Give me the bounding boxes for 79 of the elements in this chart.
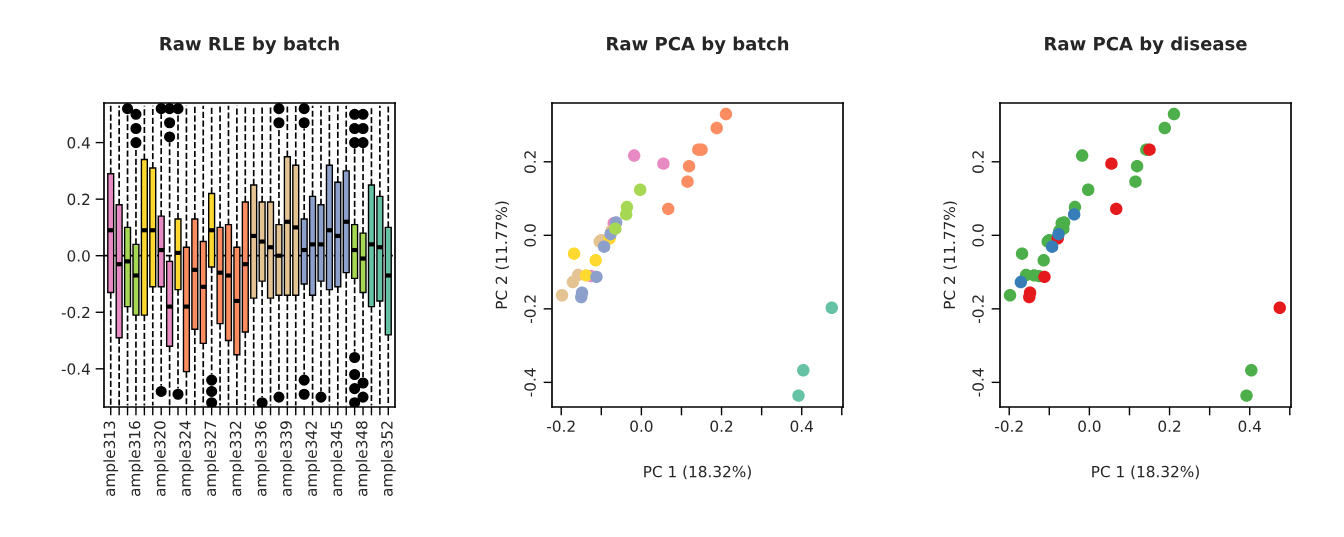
point (1037, 254, 1050, 267)
point (555, 289, 569, 302)
point (1067, 208, 1081, 221)
point (662, 202, 675, 216)
x-tick-label: ample327 (204, 421, 220, 497)
point (1015, 247, 1029, 260)
point (1003, 289, 1017, 302)
point (1110, 202, 1123, 216)
point (567, 247, 581, 260)
point (797, 364, 810, 377)
x-tick-label: ample332 (229, 421, 245, 497)
x-axis-title: PC 1 (18.32%) (644, 465, 751, 480)
x-tick-label: ample313 (103, 421, 119, 497)
x-tick-label: 0.4 (790, 420, 814, 433)
y-tick-label: 0.2 (67, 193, 90, 206)
point (589, 254, 602, 267)
x-tick-label: ample352 (380, 421, 396, 497)
y-tick-label: -0.4 (61, 363, 90, 375)
point (1158, 121, 1171, 135)
chart-title: Raw PCA by disease (1045, 36, 1247, 55)
chart-title: Raw PCA by batch (607, 36, 789, 55)
point (682, 160, 696, 173)
y-axis-title: PC 2 (11.77%) (495, 201, 509, 309)
x-tick-label: 0.0 (1078, 420, 1101, 433)
chart-title: Raw RLE by batch (160, 36, 339, 55)
point (1273, 301, 1286, 314)
x-tick-label: ample336 (254, 421, 270, 497)
x-tick-label: 0.2 (710, 420, 733, 433)
point (1129, 175, 1142, 188)
point (633, 183, 647, 196)
point (825, 301, 838, 314)
point (1130, 160, 1144, 173)
x-tick-label: ample342 (305, 421, 320, 497)
point (1038, 270, 1051, 284)
x-tick-label: ample316 (128, 421, 144, 497)
y-tick-label: -0.4 (524, 368, 536, 397)
point (566, 275, 580, 289)
point (1245, 364, 1258, 377)
point (609, 222, 622, 235)
x-tick-label: ample339 (279, 421, 295, 497)
point (1045, 240, 1059, 253)
point (719, 107, 733, 121)
x-tick-label: -0.2 (995, 420, 1023, 433)
x-tick-label: ample320 (153, 421, 169, 497)
x-tick-label: ample345 (330, 421, 346, 497)
point (579, 269, 593, 282)
x-tick-label: 0.2 (1158, 420, 1181, 433)
point (1052, 228, 1065, 241)
point (1240, 389, 1253, 402)
y-axis-title: PC 2 (11.77%) (943, 201, 957, 309)
point (590, 270, 603, 284)
point (1167, 107, 1181, 121)
x-tick-label: ample348 (355, 421, 371, 497)
point (792, 389, 805, 402)
y-tick-label: -0.2 (524, 295, 536, 324)
point (1081, 183, 1095, 196)
point (710, 121, 723, 135)
y-tick-label: 0.0 (972, 224, 984, 247)
point (1014, 275, 1028, 289)
y-tick-label: 0.0 (67, 250, 90, 262)
x-tick-label: ample324 (179, 421, 194, 497)
point (619, 208, 633, 221)
point (1075, 149, 1089, 162)
x-axis-title: PC 1 (18.32%) (1092, 465, 1199, 480)
point (627, 149, 641, 162)
y-tick-label: -0.4 (972, 368, 984, 397)
x-tick-label: 0.4 (1238, 420, 1262, 433)
y-tick-label: 0.4 (67, 137, 90, 149)
y-tick-label: 0.0 (524, 224, 536, 247)
point (657, 157, 670, 170)
point (681, 175, 694, 188)
point (1105, 157, 1118, 170)
x-tick-label: -0.2 (547, 420, 575, 433)
point (597, 240, 611, 253)
y-tick-label: -0.2 (61, 306, 90, 319)
y-tick-label: -0.2 (972, 295, 984, 324)
x-tick-label: 0.0 (630, 420, 653, 433)
y-tick-label: 0.2 (524, 151, 536, 173)
y-tick-label: 0.2 (972, 151, 984, 173)
